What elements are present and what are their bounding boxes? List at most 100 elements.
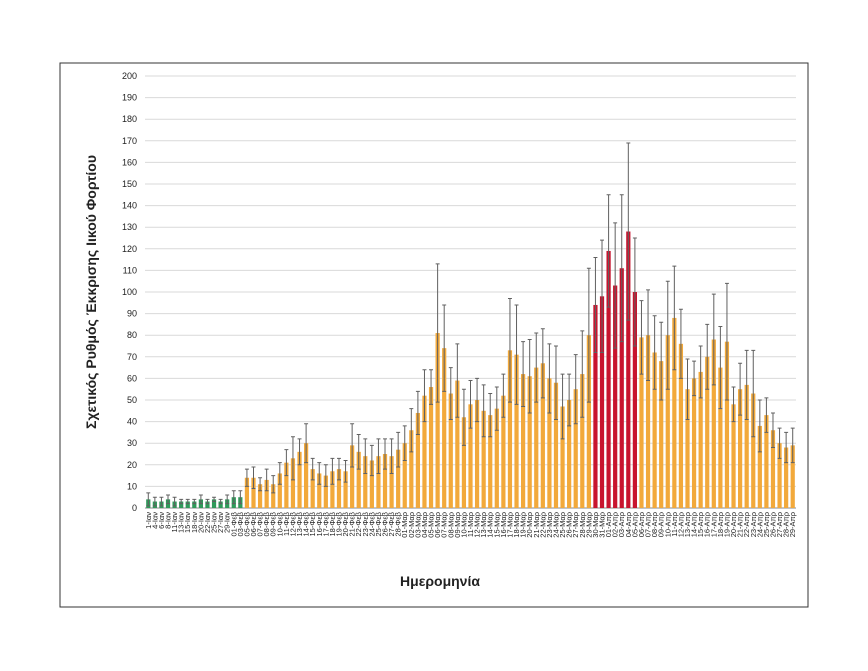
y-tick-label: 120 (122, 244, 137, 254)
x-tick-label: 24-Μαρ (551, 512, 560, 538)
x-tick-label: 06-Φεβ (249, 511, 258, 536)
error-bar (225, 494, 230, 505)
error-bar (258, 477, 263, 492)
y-tick-label: 200 (122, 71, 137, 81)
bar (343, 471, 348, 508)
error-bar (337, 457, 341, 481)
x-tick-label: 02-Απρ (611, 512, 620, 537)
error-bar (731, 386, 736, 423)
bar (514, 354, 519, 508)
error-bar (231, 490, 236, 505)
bar (297, 451, 302, 508)
bar (534, 367, 539, 508)
bar (790, 445, 795, 508)
y-tick-label: 150 (122, 179, 137, 189)
bar (402, 443, 407, 508)
x-tick-label: 15-Μαρ (492, 512, 501, 538)
bar (567, 400, 572, 508)
error-bar (646, 289, 651, 382)
x-tick-label: 4-Ιαν (150, 512, 159, 529)
x-tick-label: 02-Μαρ (407, 512, 416, 538)
x-tick-label: 17-Απρ (709, 512, 718, 537)
bar (310, 469, 315, 508)
x-tick-label: 18-Απρ (716, 512, 725, 537)
bar (304, 443, 309, 508)
bar (718, 367, 723, 508)
error-bar (632, 237, 637, 347)
bar (652, 352, 657, 508)
error-bar (271, 475, 276, 494)
x-tick-label: 10-Μαρ (459, 512, 468, 538)
y-tick-label: 40 (127, 417, 137, 427)
error-bar (297, 438, 302, 466)
bar (691, 378, 697, 508)
x-tick-label: 10-Απρ (663, 512, 672, 537)
x-tick-label: 11-Ιαν (170, 512, 179, 533)
bar (593, 304, 598, 508)
error-bar (389, 438, 394, 474)
error-bar (146, 492, 151, 507)
x-tick-label: 16-Απρ (703, 512, 712, 537)
error-bar (192, 498, 197, 505)
x-tick-label: 25-Φεβ (374, 511, 383, 536)
bar (659, 361, 664, 508)
error-bar (672, 265, 677, 371)
x-tick-label: 04-Μαρ (420, 512, 429, 538)
x-tick-label: 19-Φεβ (334, 511, 343, 536)
error-bar (448, 367, 453, 420)
bar (185, 501, 190, 508)
error-bar (304, 423, 309, 464)
error-bar (692, 360, 697, 397)
error-bar (205, 498, 210, 505)
x-tick-label: 25-Ιαν (210, 512, 219, 533)
error-bar (757, 399, 762, 453)
x-tick-label: 24-Απρ (755, 512, 764, 537)
x-tick-label: 22-Απρ (742, 512, 751, 537)
bar (284, 462, 289, 508)
x-tick-label: 13-Απρ (683, 512, 692, 537)
bar (336, 469, 342, 508)
y-tick-label: 60 (127, 373, 137, 383)
bar (382, 454, 388, 508)
x-tick-label: 29-Απρ (788, 512, 797, 537)
bar (698, 371, 703, 508)
x-tick-label: 29-Ιαν (223, 512, 232, 533)
error-bar (330, 457, 335, 485)
y-tick-label: 130 (122, 222, 137, 232)
x-tick-label: 18-Ιαν (190, 512, 199, 533)
error-bar (185, 498, 190, 505)
bar (461, 417, 467, 508)
bar (455, 380, 460, 508)
error-bar (277, 462, 282, 485)
error-bar (172, 496, 177, 507)
error-bar (685, 358, 690, 420)
bar (376, 456, 381, 508)
x-tick-label: 06-Απρ (637, 512, 646, 537)
error-bar (310, 457, 315, 481)
error-bar (212, 496, 217, 503)
error-bar (665, 280, 670, 390)
bar (442, 348, 447, 508)
x-tick-label: 26-Φεβ (381, 511, 390, 536)
error-bar (554, 345, 558, 420)
bar (205, 501, 210, 508)
x-tick-label: 03-Απρ (617, 512, 626, 537)
error-bar (409, 408, 414, 453)
error-bar (764, 397, 769, 433)
error-bar (586, 267, 591, 403)
bar (784, 447, 789, 508)
bar (264, 479, 269, 508)
error-bar (514, 304, 519, 405)
x-tick-label: 04-Απρ (624, 512, 633, 537)
error-bar (606, 194, 611, 308)
error-bar (711, 293, 716, 386)
x-tick-label: 22-Μαρ (538, 512, 547, 538)
bar (764, 415, 769, 508)
error-bar (744, 349, 749, 420)
x-tick-label: 12-Μαρ (473, 512, 482, 538)
error-bar (166, 494, 170, 505)
x-tick-label: 16-Μαρ (499, 512, 508, 538)
bar (547, 378, 552, 508)
x-tick-label: 01-Φεβ (229, 511, 238, 536)
x-tick-label: 19-Απρ (722, 512, 731, 537)
